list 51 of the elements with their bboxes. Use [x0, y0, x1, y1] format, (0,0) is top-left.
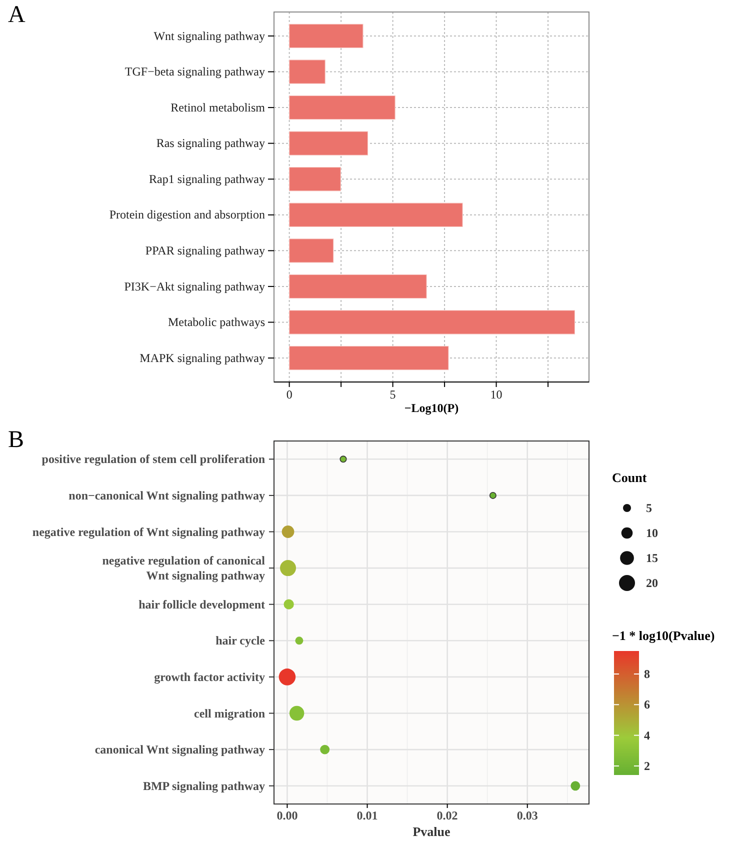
y-tick-label: BMP signaling pathway [142, 778, 265, 793]
bar [289, 238, 334, 263]
bar [289, 310, 576, 334]
color-bar-label: 8 [644, 666, 650, 681]
legend-label: 15 [646, 551, 658, 565]
x-tick-label: 0 [286, 388, 292, 402]
bar [289, 131, 368, 156]
bar [289, 202, 463, 227]
color-bar-label: 6 [644, 698, 650, 712]
bar [289, 95, 396, 120]
bar [289, 346, 449, 370]
bar [289, 274, 427, 299]
y-tick-label: hair follicle development [138, 597, 265, 612]
x-axis-title: Pvalue [412, 824, 450, 839]
legend-label: 10 [646, 526, 658, 540]
y-tick-label: PI3K−Akt signaling pathway [124, 279, 265, 294]
x-tick-label: 0.01 [356, 808, 378, 823]
legend-label: 20 [646, 576, 658, 590]
bar [289, 24, 364, 48]
y-tick-label: MAPK signaling pathway [140, 350, 265, 365]
color-bar-label: 2 [644, 758, 650, 773]
y-tick-label: Retinol metabolism [170, 100, 266, 114]
y-tick-label: cell migration [194, 706, 266, 720]
x-tick-label: 0.02 [436, 808, 458, 823]
y-tick-label: Protein digestion and absorption [109, 208, 265, 222]
y-tick-label: Ras signaling pathway [156, 136, 265, 150]
legend-label: 5 [646, 501, 652, 515]
bar [289, 167, 341, 192]
text: B [8, 427, 24, 453]
y-tick-label: PPAR signaling pathway [145, 244, 265, 258]
y-tick-label: negative regulation of Wnt signaling pathway [32, 524, 265, 539]
color-bar-title: −1 * log10(Pvalue) [612, 628, 715, 643]
legend-title: Count [612, 470, 648, 485]
y-tick-label: negative regulation of canonical Wnt signaling pathway [102, 554, 266, 583]
x-tick-label: 5 [390, 388, 396, 402]
x-tick-label: 0.03 [516, 808, 538, 823]
y-tick-label: growth factor activity [154, 670, 265, 684]
y-tick-label: Wnt signaling pathway [154, 28, 265, 43]
bar [289, 60, 326, 84]
y-tick-label: canonical Wnt signaling pathway [94, 742, 265, 757]
x-tick-label: 10 [490, 388, 502, 402]
text: A [8, 2, 26, 28]
x-tick-label: 0.00 [276, 808, 298, 823]
y-tick-label: hair cycle [216, 634, 266, 648]
y-tick-label: non−canonical Wnt signaling pathway [68, 488, 265, 502]
y-tick-label: Rap1 signaling pathway [149, 172, 265, 186]
color-bar-label: 4 [644, 728, 650, 742]
y-tick-label: positive regulation of stem cell proliferation [42, 452, 266, 466]
y-tick-label: TGF−beta signaling pathway [124, 64, 265, 79]
x-axis-title: −Log10(P) [404, 401, 459, 415]
y-tick-label: Metabolic pathways [168, 315, 266, 330]
